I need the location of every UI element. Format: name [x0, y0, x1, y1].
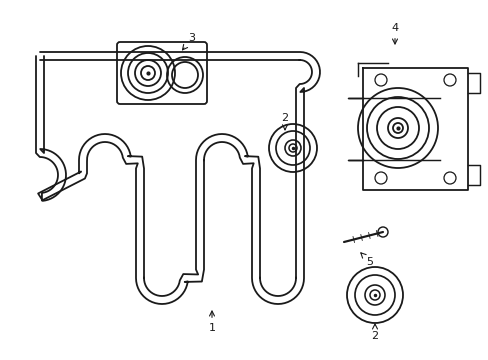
Text: 4: 4 [390, 23, 398, 44]
Text: 2: 2 [371, 324, 378, 341]
Text: 3: 3 [182, 33, 195, 50]
Text: 1: 1 [208, 311, 215, 333]
Text: 5: 5 [360, 253, 373, 267]
Text: 2: 2 [281, 113, 288, 130]
